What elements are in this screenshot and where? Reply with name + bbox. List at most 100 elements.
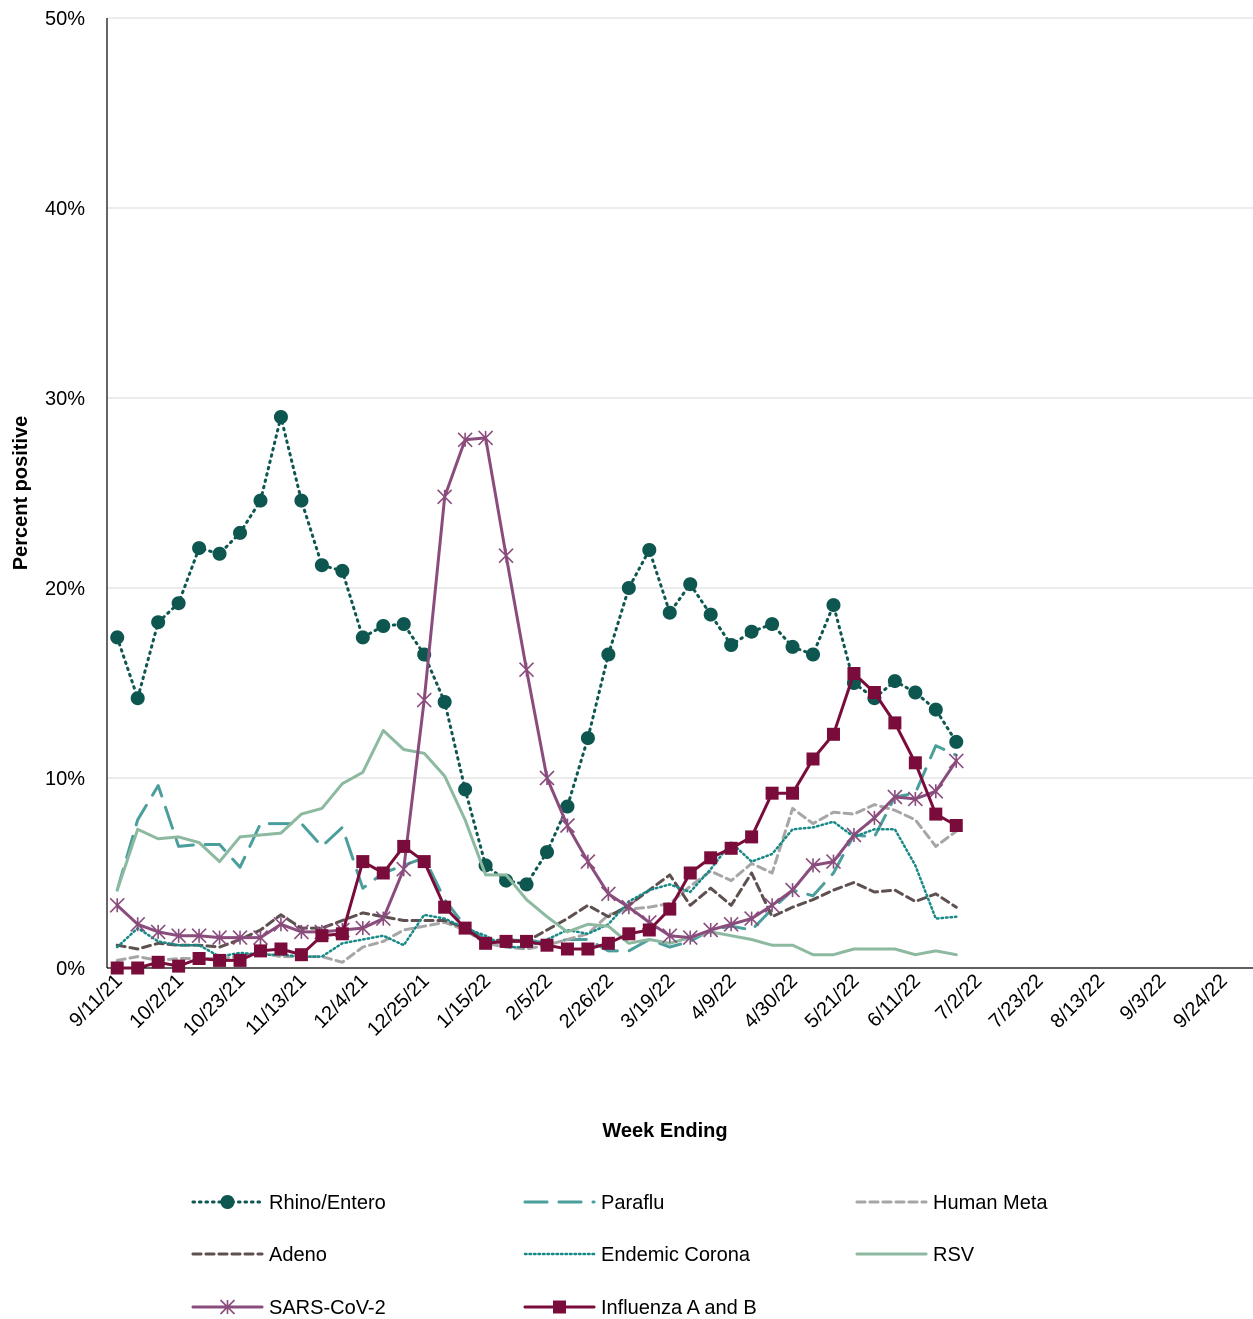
y-tick-label: 10% [45,768,85,790]
data-point [212,546,227,561]
data-point [846,827,862,843]
data-point [744,911,760,927]
data-point [560,799,575,814]
legend-label: RSV [933,1244,975,1266]
data-point [723,916,739,932]
x-tick-label: 2/26/22 [555,970,618,1033]
data-point [191,928,207,944]
data-point [396,861,412,877]
data-point [601,936,615,950]
legend-label: Endemic Corona [601,1244,751,1266]
x-tick-label: 9/24/22 [1169,970,1232,1033]
data-point [233,953,247,967]
data-point [867,686,881,699]
data-point [397,839,411,853]
data-point [887,789,903,805]
data-point [621,581,636,595]
data-point [396,617,411,632]
data-point [356,855,370,869]
data-point [703,607,718,622]
data-point [621,899,637,915]
x-axis-title: Week Ending [602,1120,727,1142]
data-point [458,782,473,797]
data-point [662,928,678,944]
legend-item: Adeno [191,1244,327,1266]
series-line [115,729,958,957]
data-point [437,695,452,709]
x-tick-label: 6/11/22 [863,970,925,1032]
data-point [498,548,514,564]
series [109,430,964,946]
data-point [192,541,207,556]
y-tick-label: 50% [45,8,85,30]
data-point [294,493,309,508]
data-point [150,924,166,940]
data-point [355,630,370,645]
data-point [252,930,269,946]
data-point [806,752,820,766]
series [110,667,963,975]
data-point [375,911,391,927]
data-point [622,927,636,941]
legend-label: Paraflu [601,1192,664,1214]
x-tick-label: 3/19/22 [617,970,680,1033]
data-point [908,685,923,700]
legend-label: SARS-CoV-2 [269,1297,386,1319]
data-point [786,786,800,800]
data-point [908,756,922,770]
data-point [948,753,964,769]
data-point [355,920,371,936]
data-point [683,866,697,880]
x-tick-label: 1/15/22 [432,970,495,1033]
data-point [437,489,453,505]
data-point [109,897,125,913]
y-axis-title: Percent positive [10,416,32,571]
data-point [907,791,923,807]
data-point [130,916,146,932]
x-tick-label: 5/21/22 [801,970,864,1033]
series [115,871,958,951]
data-point [887,674,902,689]
data-point [600,886,616,902]
data-point [376,619,391,633]
series-line [115,871,958,951]
data-point [764,897,780,913]
data-point [745,830,759,844]
series-line [115,803,958,964]
data-point [744,624,759,639]
legend-item: Human Meta [855,1192,1048,1214]
data-point [458,921,472,935]
legend-label: Influenza A and B [601,1297,757,1319]
data-point [642,543,657,557]
data-point [232,930,248,946]
data-point [213,953,227,967]
data-point [479,936,493,950]
data-point [540,938,554,952]
data-point [274,942,288,956]
data-point [131,961,145,975]
data-point [335,927,349,941]
data-point [663,902,677,916]
x-tick-label: 9/3/22 [1116,970,1171,1025]
legend-marker [220,1195,235,1209]
data-point [438,900,452,914]
data-point [785,639,800,654]
legend-item: Rhino/Entero [191,1192,386,1214]
data-point [662,605,677,620]
data-point [171,596,186,611]
data-point [949,734,964,749]
series [110,410,964,892]
x-tick-label: 2/5/22 [502,970,557,1025]
data-point [683,577,698,592]
data-point [866,810,882,826]
data-point [457,432,473,448]
legend-marker [553,1300,566,1314]
x-tick-label: 10/23/21 [179,970,250,1041]
data-point [519,877,534,892]
data-point [151,955,165,969]
data-point [784,882,801,898]
series-line [115,744,958,953]
y-tick-label: 40% [45,198,85,220]
data-point [520,934,534,948]
data-point [765,786,779,800]
